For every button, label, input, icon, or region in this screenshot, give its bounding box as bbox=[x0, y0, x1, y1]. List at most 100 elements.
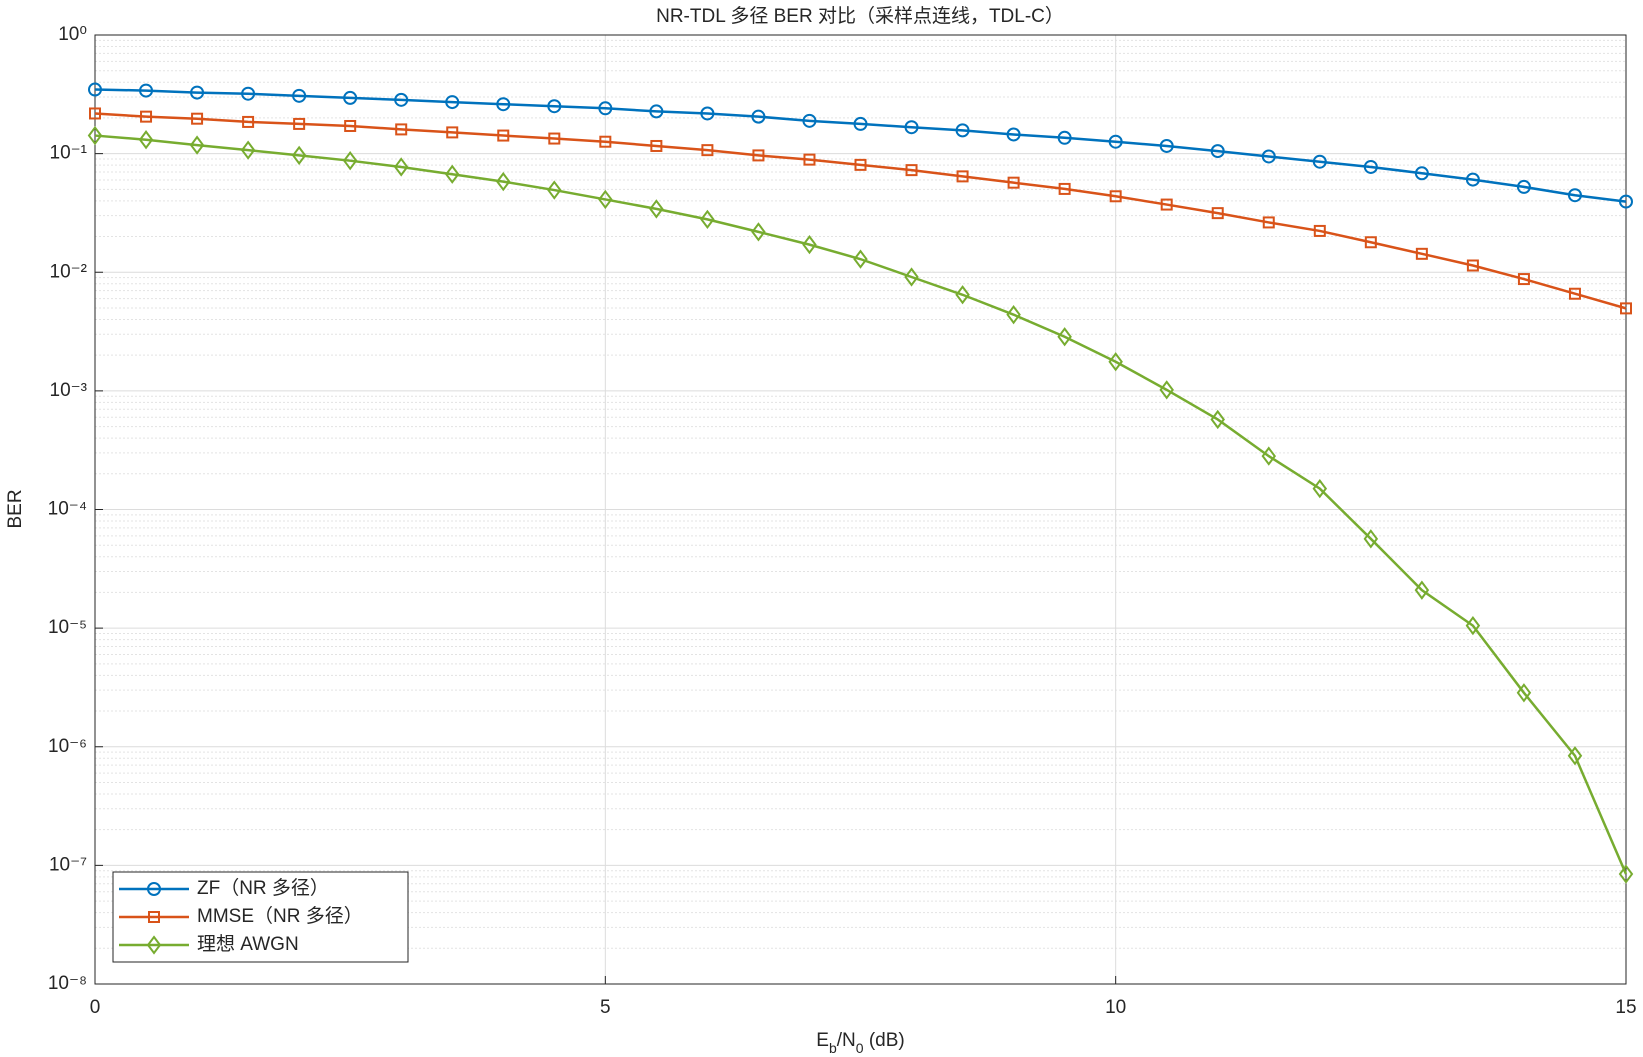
axes-box bbox=[94, 34, 1627, 985]
marker bbox=[1108, 134, 1123, 149]
x-axis-label-part: 0 bbox=[856, 1040, 864, 1056]
x-axis-label-part: E bbox=[816, 1030, 829, 1051]
x-tick-label: 5 bbox=[600, 997, 611, 1018]
marker bbox=[701, 144, 714, 157]
marker bbox=[904, 120, 919, 135]
marker bbox=[598, 189, 613, 210]
marker bbox=[1516, 179, 1531, 194]
marker bbox=[803, 153, 816, 166]
marker bbox=[1007, 176, 1020, 189]
marker bbox=[1312, 478, 1328, 499]
marker bbox=[394, 92, 409, 107]
marker bbox=[649, 199, 664, 219]
marker bbox=[1261, 149, 1276, 164]
x-tick-label: 10 bbox=[1105, 997, 1126, 1018]
marker bbox=[140, 110, 153, 123]
marker bbox=[547, 99, 562, 114]
marker bbox=[240, 140, 256, 160]
marker bbox=[446, 126, 459, 139]
marker bbox=[293, 117, 306, 130]
marker bbox=[1465, 615, 1481, 636]
marker bbox=[190, 85, 205, 100]
marker bbox=[1312, 154, 1327, 169]
marker bbox=[700, 209, 715, 230]
marker bbox=[1618, 864, 1634, 884]
marker bbox=[1109, 190, 1122, 203]
marker bbox=[905, 164, 918, 177]
marker bbox=[1620, 302, 1632, 315]
marker bbox=[344, 119, 357, 132]
marker bbox=[242, 115, 255, 128]
marker bbox=[496, 171, 511, 192]
marker bbox=[1516, 683, 1532, 703]
marker bbox=[751, 222, 766, 242]
marker bbox=[496, 97, 511, 112]
y-tick-label: 10⁻² bbox=[50, 261, 88, 282]
marker bbox=[88, 82, 102, 97]
marker bbox=[1414, 580, 1430, 600]
marker bbox=[1057, 130, 1072, 145]
marker bbox=[1261, 446, 1277, 466]
marker bbox=[1160, 198, 1173, 211]
marker bbox=[650, 139, 663, 152]
marker bbox=[291, 145, 307, 166]
marker bbox=[292, 88, 307, 103]
marker bbox=[1567, 188, 1582, 203]
marker bbox=[1568, 287, 1581, 300]
x-axis-label-part: / bbox=[837, 1030, 843, 1051]
marker bbox=[853, 116, 868, 131]
marker bbox=[853, 249, 868, 269]
marker bbox=[189, 135, 205, 155]
x-axis-label-part: ( bbox=[869, 1030, 876, 1051]
marker bbox=[343, 90, 358, 105]
marker bbox=[956, 170, 969, 183]
y-tick-label: 10⁻¹ bbox=[50, 143, 88, 164]
marker bbox=[241, 86, 256, 101]
marker bbox=[1567, 746, 1583, 766]
y-tick-label: 10⁰ bbox=[58, 24, 87, 45]
marker bbox=[444, 164, 460, 184]
marker bbox=[955, 123, 970, 138]
marker bbox=[1210, 409, 1225, 430]
y-axis-label: BER bbox=[5, 489, 26, 528]
marker bbox=[802, 234, 817, 255]
marker bbox=[138, 130, 154, 150]
marker bbox=[700, 106, 715, 121]
y-tick-label: 10⁻⁶ bbox=[48, 736, 87, 757]
marker bbox=[1363, 159, 1378, 174]
series-line bbox=[94, 112, 1627, 310]
marker bbox=[1058, 182, 1071, 195]
x-tick-label: 0 bbox=[90, 997, 101, 1018]
legend-label: 理想 AWGN bbox=[197, 933, 299, 955]
marker bbox=[1465, 172, 1480, 187]
marker bbox=[649, 104, 664, 119]
series-line bbox=[94, 134, 1628, 875]
marker bbox=[547, 180, 562, 200]
marker bbox=[89, 107, 101, 120]
marker bbox=[1313, 224, 1326, 237]
marker bbox=[548, 132, 561, 145]
x-tick-label: 15 bbox=[1615, 997, 1636, 1018]
marker bbox=[1210, 144, 1225, 159]
marker bbox=[342, 151, 358, 171]
legend-label: MMSE（NR 多径） bbox=[197, 905, 363, 927]
marker bbox=[87, 125, 103, 146]
marker bbox=[1262, 216, 1275, 229]
marker bbox=[445, 95, 460, 110]
marker bbox=[1211, 207, 1224, 220]
y-tick-label: 10⁻⁷ bbox=[49, 854, 87, 875]
legend-marker bbox=[148, 911, 160, 923]
marker bbox=[1057, 327, 1072, 347]
marker bbox=[497, 129, 510, 142]
x-axis-label-part: ) bbox=[898, 1030, 904, 1051]
x-axis-label-part: N bbox=[842, 1030, 856, 1051]
marker bbox=[598, 101, 613, 116]
marker bbox=[854, 158, 867, 171]
y-tick-label: 10⁻⁸ bbox=[48, 973, 87, 994]
marker bbox=[1159, 138, 1174, 153]
marker bbox=[904, 267, 919, 287]
marker bbox=[1415, 247, 1428, 260]
marker bbox=[1006, 127, 1021, 142]
marker bbox=[1619, 194, 1633, 209]
